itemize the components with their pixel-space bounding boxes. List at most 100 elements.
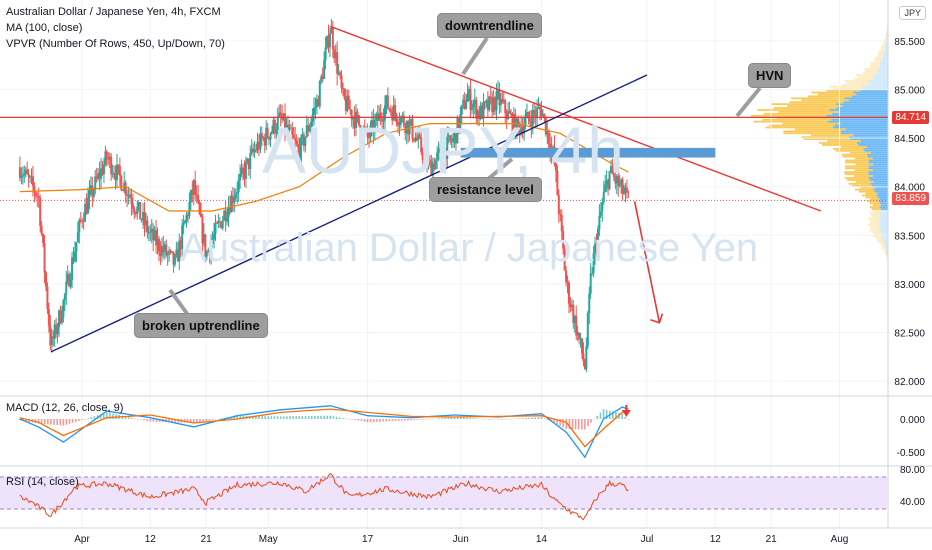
candle-body <box>386 95 389 109</box>
candle-body <box>152 228 155 241</box>
candle-body <box>29 176 32 178</box>
candle-body <box>95 176 98 179</box>
candle-body <box>521 126 524 134</box>
candle-body <box>181 225 184 250</box>
candle-body <box>499 98 502 106</box>
candle-body <box>230 195 233 213</box>
candle-body <box>127 194 130 196</box>
candle-body <box>579 338 582 340</box>
candle-body <box>389 109 392 112</box>
macd-histogram-bar <box>279 416 282 419</box>
vp-row-up <box>877 241 884 243</box>
candle-body <box>224 210 227 222</box>
vp-row-up <box>850 151 871 154</box>
vp-row-up <box>854 188 874 191</box>
candle-body <box>423 152 426 161</box>
candle-body <box>353 116 356 128</box>
candle-body <box>470 107 473 110</box>
callout-resistance-level[interactable]: resistance level <box>429 177 542 202</box>
candle-body <box>346 95 349 111</box>
vp-row-up <box>877 239 884 242</box>
candle-body <box>501 98 504 102</box>
candle-body <box>554 163 557 172</box>
candle-body <box>323 60 326 80</box>
macd-histogram-bar <box>255 415 257 419</box>
macd-legend[interactable]: MACD (12, 26, close, 9) <box>6 402 124 414</box>
vp-row-up <box>886 31 888 34</box>
vp-row-up <box>870 198 880 201</box>
ma-legend[interactable]: MA (100, close) <box>6 22 83 34</box>
candle-body <box>352 116 355 120</box>
candle-body <box>331 28 334 50</box>
candle-body <box>139 202 142 220</box>
vp-row-down <box>886 252 888 255</box>
candle-body <box>591 272 594 274</box>
vp-row-down <box>883 239 888 242</box>
candle-body <box>618 184 621 186</box>
candle-body <box>87 197 90 214</box>
candle-body <box>602 191 605 203</box>
callout-broken-uptrendline[interactable]: broken uptrendline <box>134 313 268 338</box>
macd-histogram-bar <box>490 419 493 420</box>
candle-body <box>562 231 565 249</box>
vp-row-up <box>883 41 886 43</box>
candle-body <box>211 239 214 244</box>
candle-body <box>450 140 453 143</box>
candle-body <box>395 114 398 123</box>
vp-row-up <box>794 128 847 131</box>
macd-histogram-bar <box>174 419 176 423</box>
candle-body <box>417 134 420 141</box>
vp-row-down <box>877 70 888 73</box>
candle-body <box>156 238 159 246</box>
candle-body <box>129 194 132 198</box>
vp-row-up <box>757 109 830 111</box>
candle-body <box>308 126 311 132</box>
candle-body <box>228 206 231 213</box>
candle-body <box>475 99 478 119</box>
vp-row-up <box>811 91 854 94</box>
vp-row-up <box>883 43 886 45</box>
vp-row-up <box>876 237 883 240</box>
macd-histogram-bar <box>171 419 173 423</box>
vp-row-down <box>842 105 888 107</box>
vp-row-up <box>869 66 880 69</box>
vp-row-down <box>848 99 888 102</box>
vp-row-down <box>827 120 888 123</box>
candle-body <box>102 164 105 175</box>
x-tick-label: 14 <box>536 534 548 545</box>
vp-row-up <box>885 37 887 39</box>
candle-body <box>178 240 181 262</box>
vpvr-legend[interactable]: VPVR (Number Of Rows, 450, Up/Down, 70) <box>6 38 225 50</box>
rsi-legend[interactable]: RSI (14, close) <box>6 476 79 488</box>
candle-body <box>453 133 456 138</box>
candle-body <box>436 152 439 160</box>
callout-downtrendline[interactable]: downtrendline <box>437 13 542 38</box>
callout-hvn[interactable]: HVN <box>748 63 792 88</box>
candle-body <box>570 304 573 308</box>
macd-histogram-bar <box>577 419 580 430</box>
vp-row-up <box>818 142 857 144</box>
candle-body <box>431 163 434 176</box>
candle-body <box>414 137 417 141</box>
candle-body <box>247 158 250 170</box>
macd-histogram-bar <box>335 416 338 419</box>
macd-histogram-bar <box>469 417 471 419</box>
macd-histogram-bar <box>133 418 136 419</box>
candle-body <box>184 220 187 224</box>
vp-row-down <box>876 72 888 74</box>
vp-row-down <box>886 39 888 41</box>
candle-body <box>317 99 320 107</box>
candle-body <box>563 248 566 271</box>
vp-row-down <box>873 74 888 76</box>
candle-body <box>157 238 160 252</box>
candle-body <box>524 116 527 126</box>
candle-body <box>155 230 158 246</box>
vp-row-up <box>886 27 888 30</box>
currency-badge[interactable]: JPY <box>899 6 926 20</box>
macd-histogram-bar <box>307 415 310 419</box>
candle-body <box>142 212 145 221</box>
candle-body <box>552 146 555 148</box>
candle-body <box>443 148 446 161</box>
